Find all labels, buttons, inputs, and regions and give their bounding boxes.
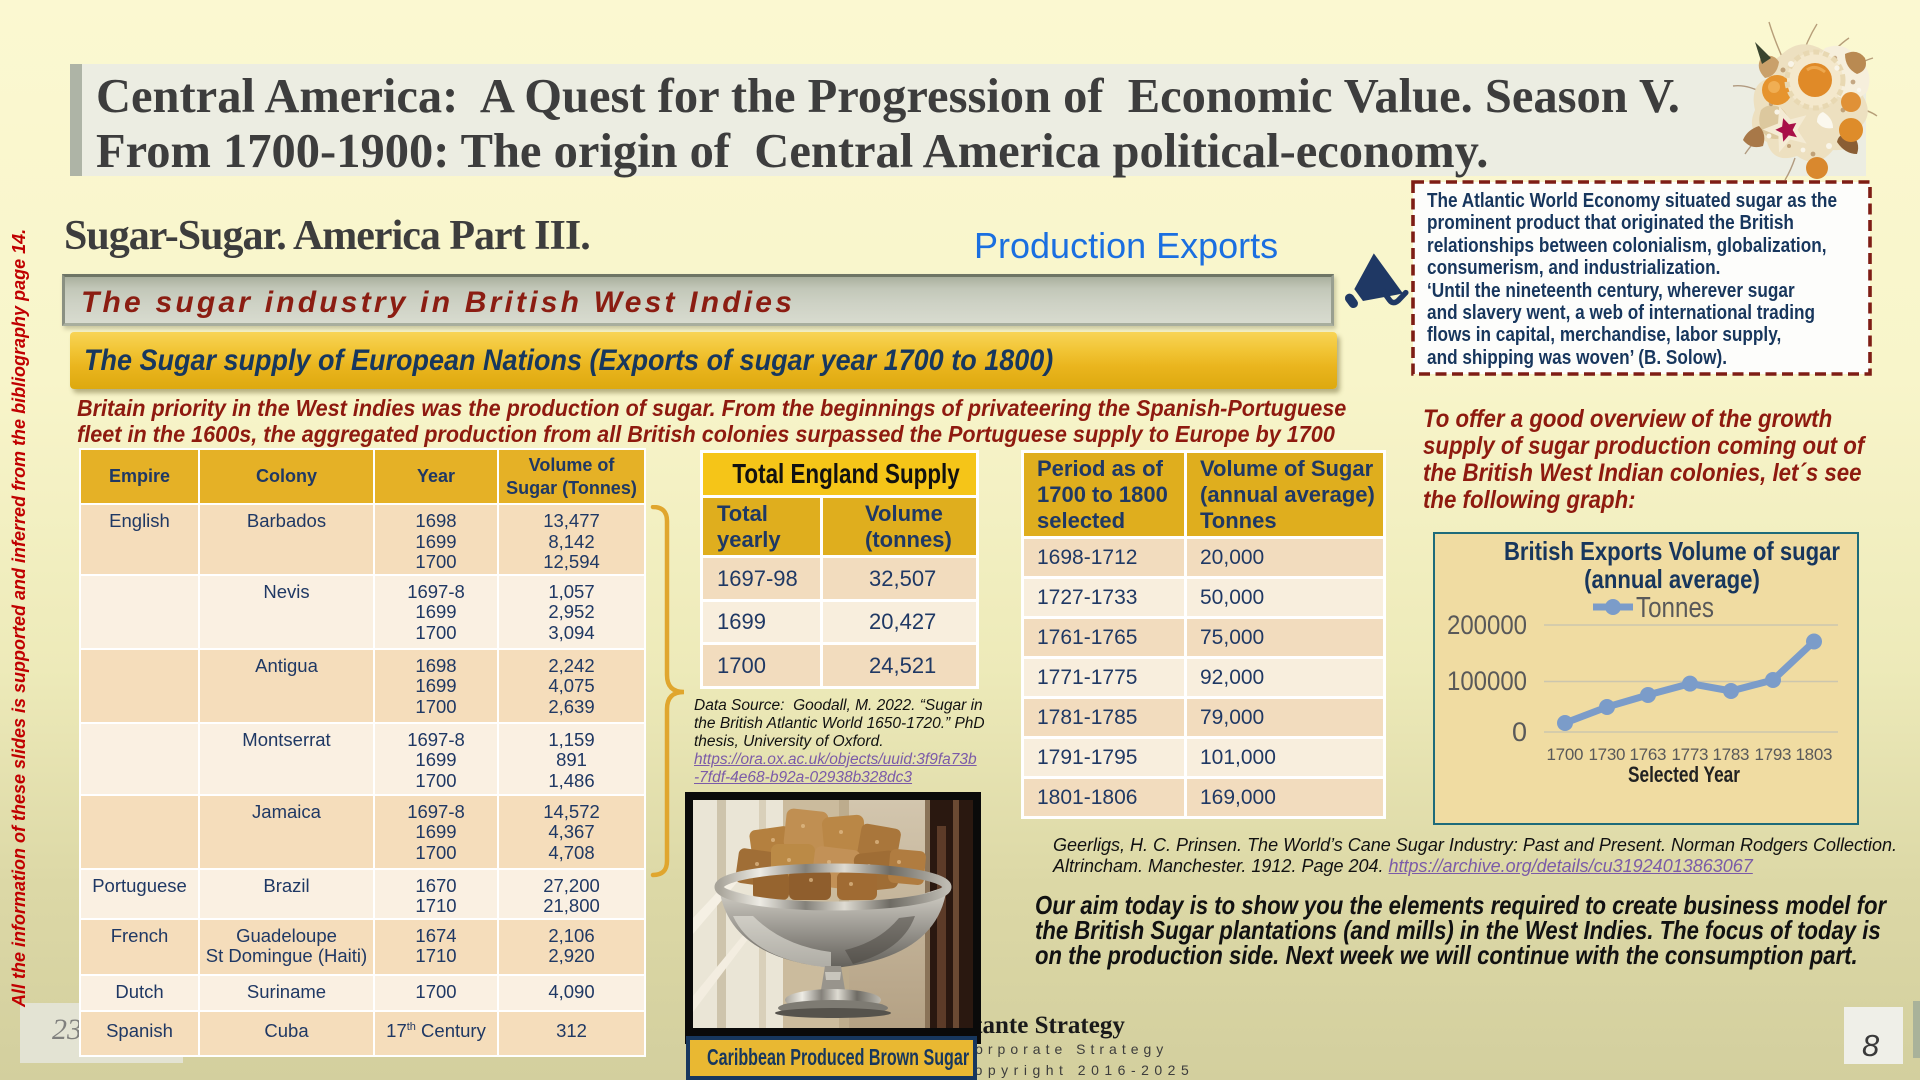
- svg-text:Tonnes: Tonnes: [1636, 592, 1714, 624]
- svg-text:0: 0: [1512, 717, 1527, 747]
- svg-text:1793: 1793: [1755, 745, 1792, 764]
- svg-text:1803: 1803: [1796, 745, 1833, 764]
- svg-text:1700: 1700: [1547, 745, 1584, 764]
- svg-text:1773: 1773: [1672, 745, 1709, 764]
- svg-text:200000: 200000: [1447, 610, 1527, 640]
- svg-text:1783: 1783: [1713, 745, 1750, 764]
- svg-text:1730: 1730: [1589, 745, 1626, 764]
- svg-text:Selected Year: Selected Year: [1628, 762, 1740, 787]
- svg-text:100000: 100000: [1447, 666, 1527, 696]
- svg-text:1763: 1763: [1630, 745, 1667, 764]
